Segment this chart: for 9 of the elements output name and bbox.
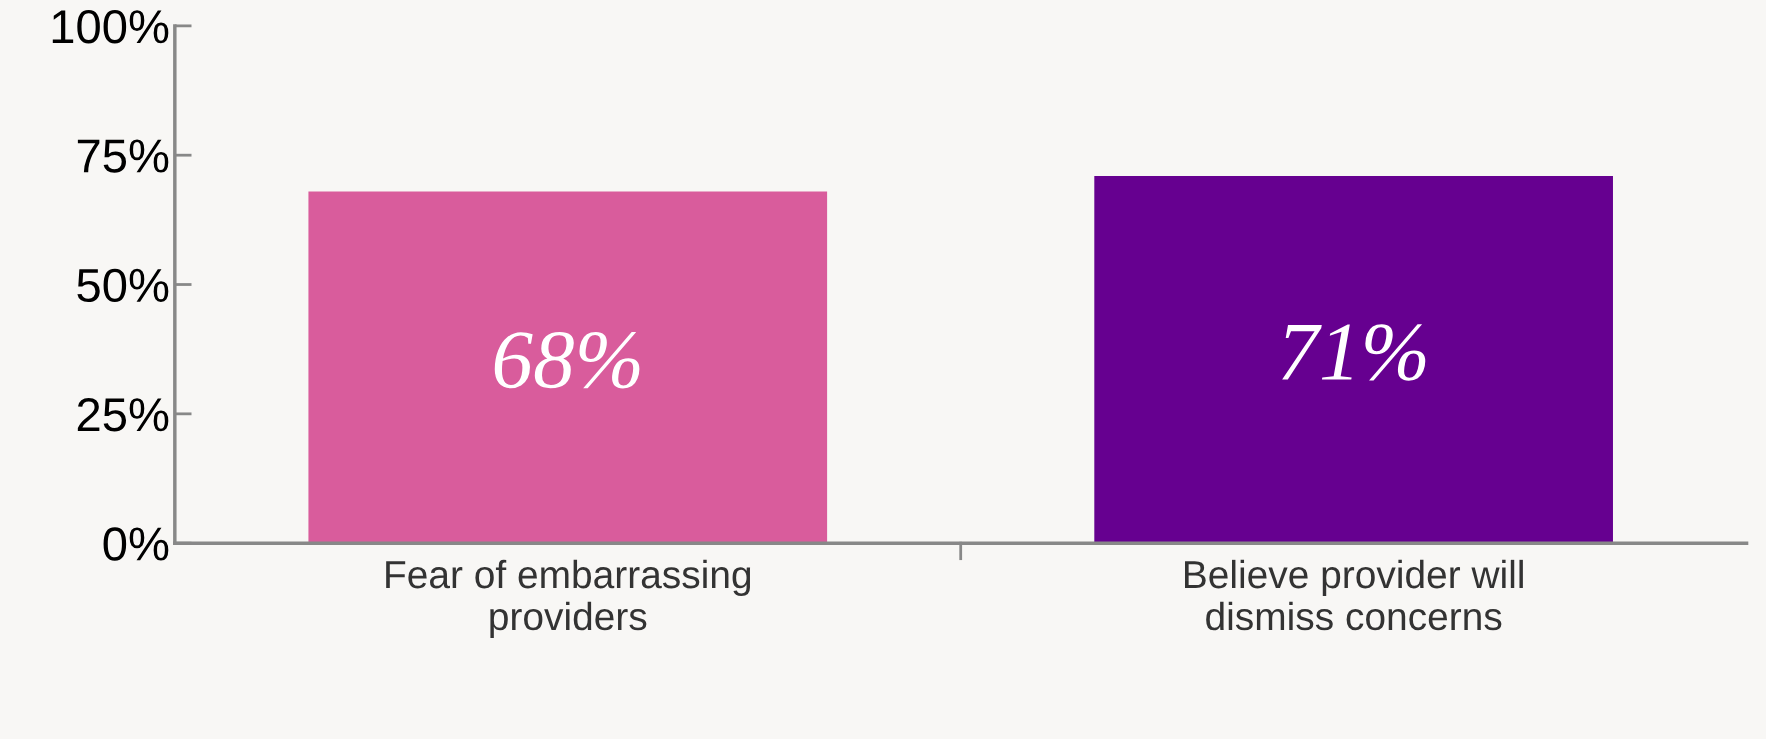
data-label: 68% [494,331,640,389]
y-tick-label: 50% [77,268,169,303]
y-tick-label: 75% [77,139,169,173]
y-tick-label: 0% [103,527,169,561]
x-tick-label: Believe provider will dismiss concerns [1185,559,1523,631]
y-tick-label: 25% [77,397,169,432]
x-tick-label: Fear of embarrassing providers [386,559,751,638]
data-label: 71% [1282,324,1426,381]
y-tick-label: 100% [52,10,169,44]
